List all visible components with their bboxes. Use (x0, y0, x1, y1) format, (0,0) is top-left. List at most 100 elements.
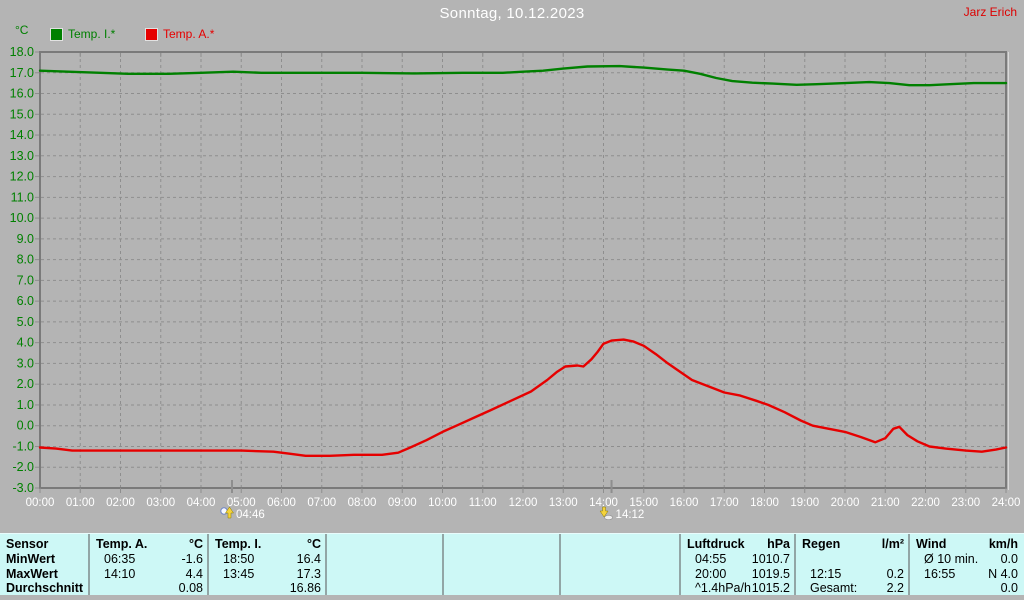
y-tick-label: -1.0 (12, 439, 34, 453)
cell-value: 16.4 (296, 552, 321, 566)
x-tick-label: 03:00 (146, 497, 175, 509)
sunset-time-label: 14:12 (616, 509, 645, 521)
cell-time: 18:50 (223, 552, 255, 566)
cell-time: 14:10 (104, 567, 136, 581)
y-tick-label: 8.0 (17, 253, 34, 267)
y-tick-label: 6.0 (17, 294, 34, 308)
row-label: Durchschnitt (6, 581, 84, 595)
x-tick-label: 16:00 (670, 497, 699, 509)
y-tick-label: 7.0 (17, 273, 34, 287)
cell-value: N 4.0 (988, 567, 1018, 581)
y-tick-label: 17.0 (10, 66, 34, 80)
x-tick-label: 12:00 (509, 497, 538, 509)
legend-item-temp-a[interactable]: Temp. A.* (145, 27, 214, 41)
y-tick-label: 9.0 (17, 232, 34, 246)
row-label: MaxWert (6, 567, 58, 581)
cell-time: 12:15 (810, 567, 842, 581)
cell-value: 0.2 (886, 567, 904, 581)
cell-time: ^1.4hPa/h (695, 581, 751, 595)
x-tick-label: 23:00 (951, 497, 980, 509)
y-tick-label: -3.0 (12, 481, 34, 495)
cell-value: -1.6 (181, 552, 203, 566)
y-tick-label: 18.0 (10, 45, 34, 59)
x-tick-label: 21:00 (871, 497, 900, 509)
temp-a-swatch[interactable] (145, 27, 158, 41)
cell-value: 1015.2 (751, 581, 790, 595)
x-tick-label: 14:00 (589, 497, 618, 509)
y-tick-label: 1.0 (17, 398, 34, 412)
x-tick-label: 10:00 (428, 497, 457, 509)
cell-value: 4.4 (185, 567, 203, 581)
cell-time: 16:55 (924, 567, 956, 581)
x-tick-label: 15:00 (629, 497, 658, 509)
sunrise-time-label: 04:46 (236, 509, 265, 521)
y-axis-unit: °C (15, 23, 29, 37)
x-tick-label: 18:00 (750, 497, 779, 509)
cell-time: 06:35 (104, 552, 136, 566)
column-separator (794, 534, 796, 595)
sunset-icon (599, 506, 613, 521)
column-unit: °C (306, 537, 321, 551)
cell-value: 17.3 (296, 567, 321, 581)
legend-item-temp-i[interactable]: Temp. I.* (50, 27, 115, 41)
cell-value: 0.0 (1000, 552, 1018, 566)
cell-value: 1010.7 (751, 552, 790, 566)
temp-i-line (38, 64, 1008, 87)
y-tick-label: 4.0 (17, 336, 34, 350)
x-tick-label: 24:00 (992, 497, 1021, 509)
y-tick-label: 11.0 (11, 190, 34, 204)
temp-i-swatch[interactable] (50, 27, 63, 41)
legend-label-temp-i: Temp. I.* (68, 27, 116, 41)
cell-value: 0.0 (1000, 581, 1018, 595)
x-tick-label: 19:00 (790, 497, 819, 509)
y-tick-label: 12.0 (10, 170, 34, 184)
cell-time: Ø 10 min. (924, 552, 979, 566)
cell-time: Gesamt: (810, 581, 858, 595)
station-name: Jarz Erich (963, 5, 1017, 19)
x-tick-label: 04:00 (187, 497, 216, 509)
column-header: Temp. A. (96, 537, 148, 551)
x-tick-label: 09:00 (388, 497, 417, 509)
y-tick-label: 2.0 (17, 377, 34, 391)
y-tick-label: -2.0 (12, 460, 34, 474)
column-separator (88, 534, 90, 595)
x-tick-label: 02:00 (106, 497, 135, 509)
cell-time: 04:55 (695, 552, 727, 566)
column-unit: l/m² (881, 537, 904, 551)
x-tick-label: 13:00 (549, 497, 578, 509)
cell-time: 13:45 (223, 567, 255, 581)
cell-value: 2.2 (886, 581, 904, 595)
temperature-chart: 18.0 17.0 16.0 15.0 14.0 13.0 12.0 11.0 10.0 9.0 8… (10, 45, 1021, 521)
y-tick-label: 15.0 (10, 107, 34, 121)
page-title: Sonntag, 10.12.2023 (439, 5, 585, 22)
stats-table: Sensor MinWert MaxWert Durchschnitt Temp. A.… (0, 533, 1024, 595)
column-separator (559, 534, 561, 595)
x-tick-label: 01:00 (66, 497, 95, 509)
y-tick-label: 14.0 (10, 128, 34, 142)
x-tick-label: 08:00 (348, 497, 377, 509)
x-tick-label: 17:00 (710, 497, 739, 509)
y-tick-label: 13.0 (10, 149, 34, 163)
column-header: Wind (916, 537, 947, 551)
column-unit: km/h (988, 537, 1018, 551)
y-tick-label: 0.0 (17, 419, 34, 433)
sunrise-icon (220, 506, 234, 519)
x-tick-label: 22:00 (911, 497, 940, 509)
y-tick-label: 10.0 (10, 211, 34, 225)
column-header: Regen (802, 537, 841, 551)
column-header: Luftdruck (687, 537, 745, 551)
x-tick-label: 20:00 (831, 497, 860, 509)
column-separator (207, 534, 209, 595)
x-tick-label: 05:00 (227, 497, 256, 509)
y-tick-label: 5.0 (17, 315, 34, 329)
column-separator (442, 534, 444, 595)
row-label: MinWert (6, 552, 56, 566)
y-tick-label: 3.0 (17, 356, 34, 370)
x-tick-label: 11:00 (469, 497, 497, 509)
row-label: Sensor (6, 537, 49, 551)
cell-value: 16.86 (289, 581, 321, 595)
column-separator (679, 534, 681, 595)
column-separator (908, 534, 910, 595)
column-unit: °C (188, 537, 203, 551)
